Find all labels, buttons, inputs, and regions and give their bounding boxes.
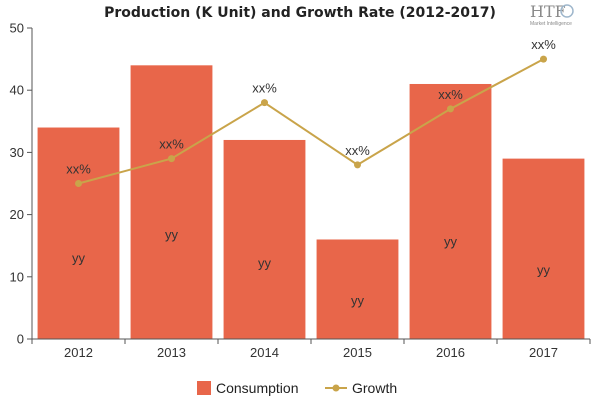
bar-consumption-2015 (316, 239, 399, 339)
legend-label-growth: Growth (352, 380, 397, 396)
bar-label-2016: yy (444, 234, 458, 249)
x-tick-label-2013: 2013 (157, 345, 186, 360)
axes-layer: 0 10 20 30 40 50 2012 2013 2014 2015 2016 2017 (10, 21, 591, 360)
growth-line-layer: xx% xx% xx% xx% xx% xx% (66, 37, 556, 187)
y-tick-label-30: 30 (10, 145, 24, 160)
y-tick-label-50: 50 (10, 21, 24, 36)
bars-layer: yy yy yy yy yy yy (37, 65, 585, 340)
growth-line (78, 58, 544, 185)
bar-label-2017: yy (537, 262, 551, 277)
legend: Consumption Growth (197, 380, 397, 396)
bar-consumption-2012 (37, 127, 120, 340)
growth-label-2012: xx% (66, 162, 91, 177)
growth-point-2016 (447, 105, 454, 113)
growth-label-2016: xx% (438, 87, 463, 102)
bar-consumption-2014 (223, 139, 306, 339)
bar-label-2013: yy (165, 227, 179, 242)
x-tick-label-2012: 2012 (64, 345, 93, 360)
growth-point-2017 (540, 55, 547, 63)
growth-point-2014 (261, 99, 268, 107)
growth-point-2015 (354, 161, 361, 169)
growth-label-2015: xx% (345, 143, 370, 158)
growth-label-2014: xx% (252, 81, 277, 96)
growth-label-2013: xx% (159, 137, 184, 152)
bar-label-2012: yy (72, 251, 86, 266)
bar-label-2014: yy (258, 255, 272, 270)
x-tick-label-2017: 2017 (529, 345, 558, 360)
growth-point-2013 (168, 155, 175, 163)
y-tick-label-0: 0 (17, 332, 24, 347)
y-tick-label-40: 40 (10, 83, 24, 98)
y-tick-label-10: 10 (10, 269, 24, 284)
growth-point-2012 (75, 180, 82, 187)
logo: HTF Market Intelligence (530, 2, 574, 27)
bar-consumption-2017 (502, 158, 585, 339)
x-tick-label-2014: 2014 (250, 345, 279, 360)
growth-label-2017: xx% (531, 37, 556, 52)
bar-consumption-2016 (409, 83, 492, 339)
y-tick-label-20: 20 (10, 207, 24, 222)
x-tick-label-2016: 2016 (436, 345, 465, 360)
legend-swatch-consumption (197, 381, 211, 395)
legend-marker-growth (332, 384, 340, 392)
legend-label-consumption: Consumption (216, 380, 299, 396)
chart-title: Production (K Unit) and Growth Rate (201… (104, 5, 496, 21)
bar-consumption-2013 (130, 65, 213, 339)
logo-text: HTF (530, 2, 566, 21)
x-tick-label-2015: 2015 (343, 345, 372, 360)
logo-globe-icon (560, 4, 574, 18)
bar-label-2015: yy (351, 293, 365, 308)
logo-subtext: Market Intelligence (530, 21, 572, 27)
